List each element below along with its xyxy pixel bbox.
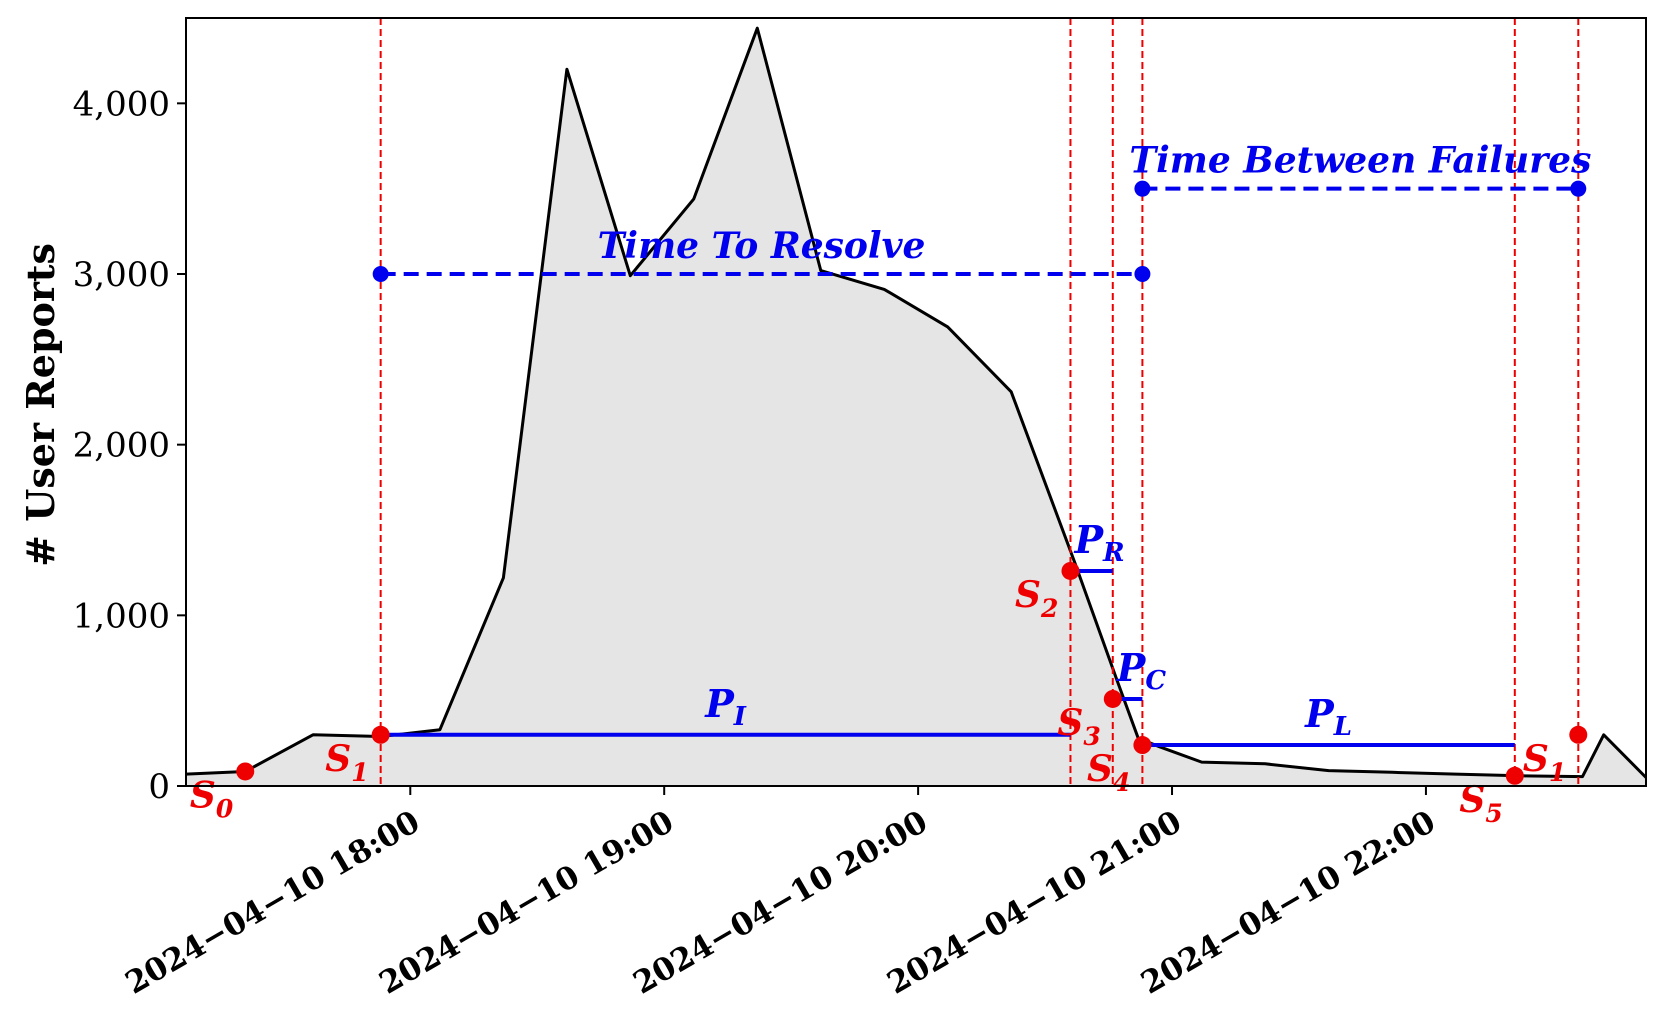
y-tick-label-2: 2,000	[73, 426, 170, 466]
state-label-1: S1	[325, 738, 368, 787]
y-tick-label-0: 0	[148, 767, 170, 807]
state-point-2	[1061, 561, 1080, 580]
state-point-4	[1133, 736, 1152, 755]
phase-label-1: PR	[1073, 517, 1124, 568]
area-layer	[185, 26, 1648, 786]
vline-layer	[379, 18, 1580, 786]
state-label-3: S3	[1057, 702, 1100, 751]
series-line	[185, 26, 1648, 779]
plot-frame	[185, 17, 1647, 787]
interval-start-marker-1	[1134, 180, 1151, 197]
state-point-5	[1505, 766, 1524, 785]
phase-label-2: PC	[1116, 645, 1167, 696]
interval-start-marker-0	[372, 266, 389, 282]
series-area-fill	[186, 28, 1646, 786]
state-point-6	[1569, 725, 1588, 744]
y-tick-label-4: 4,000	[73, 84, 170, 124]
interval-label-1: Time Between Failures	[1129, 140, 1591, 182]
state-point-1	[371, 725, 390, 744]
state-label-6: S1	[1523, 738, 1566, 787]
phase-label-3: PL	[1304, 691, 1352, 742]
state-point-0	[236, 762, 255, 781]
interval-end-marker-0	[1134, 266, 1151, 282]
interval-label-0: Time To Resolve	[598, 225, 926, 267]
state-point-3	[1103, 689, 1122, 708]
interval-layer: Time To Resolve Time Between Failures	[372, 140, 1591, 282]
y-axis-label: # User Reports	[18, 243, 63, 567]
y-tick-label-1: 1,000	[73, 596, 170, 636]
y-tick-label-3: 3,000	[73, 255, 170, 295]
interval-end-marker-1	[1570, 180, 1587, 197]
